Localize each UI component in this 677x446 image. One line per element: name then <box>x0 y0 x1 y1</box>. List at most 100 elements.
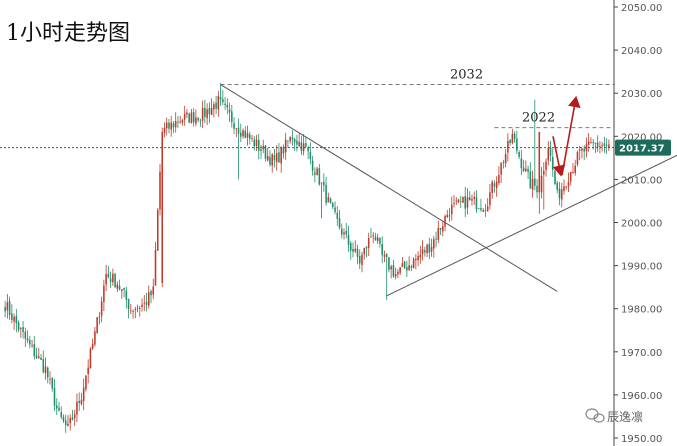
candle-body <box>549 147 552 156</box>
candle-body <box>558 188 561 199</box>
candle-body <box>257 139 260 151</box>
candle-body <box>222 99 224 103</box>
candle-body <box>13 316 15 322</box>
candle-body <box>325 184 327 204</box>
candle-body <box>46 367 49 378</box>
candle-body <box>421 249 424 254</box>
candle-body <box>300 142 303 152</box>
candle-body <box>82 387 85 401</box>
candle-body <box>42 359 45 372</box>
candle-body <box>91 343 94 349</box>
candle-body <box>601 144 603 146</box>
candle-body <box>201 107 204 121</box>
candle-body <box>228 109 231 113</box>
candle-body <box>103 285 105 302</box>
candle-body <box>253 139 256 147</box>
candle-body <box>338 218 341 228</box>
current-price-tag: 2017.37 <box>615 139 671 156</box>
candle-body <box>213 104 215 110</box>
current-price-tag-text: 2017.37 <box>619 144 665 155</box>
candle-body <box>282 147 285 154</box>
candle-body <box>163 127 166 133</box>
candle-body <box>599 146 601 148</box>
candle-body <box>341 228 343 235</box>
candle-body <box>100 301 103 316</box>
candle-body <box>493 183 496 187</box>
candle-body <box>51 378 54 389</box>
candle-body <box>437 228 440 240</box>
candle-body <box>26 338 29 341</box>
candle-body <box>444 215 446 227</box>
candle-body <box>273 154 276 161</box>
candle-body <box>204 107 206 117</box>
candle-body <box>480 208 482 210</box>
candle-body <box>379 237 381 244</box>
candle-body <box>85 375 87 390</box>
candle-body <box>590 142 592 144</box>
candle-body <box>471 198 473 201</box>
y-tick-label: 1960.00 <box>621 391 662 402</box>
candle-body <box>64 420 67 426</box>
candle-body <box>264 145 267 159</box>
trendlines <box>220 84 677 297</box>
candle-body <box>130 310 132 311</box>
candle-body <box>219 97 222 100</box>
candle-body <box>376 237 379 241</box>
candle-body <box>269 156 271 165</box>
candle-body <box>11 313 13 321</box>
candle-body <box>415 258 417 261</box>
candle-body <box>181 120 184 123</box>
candle-body <box>412 259 415 269</box>
candle-body <box>53 387 56 406</box>
candle-body <box>33 343 36 357</box>
candle-body <box>336 212 339 219</box>
candle-body <box>240 132 242 137</box>
candle-body <box>96 317 98 333</box>
chart-title: 1小时走势图 <box>6 21 130 46</box>
candle-body <box>428 243 431 253</box>
candle-body <box>161 131 164 283</box>
candle-body <box>569 171 572 182</box>
candle-body <box>183 114 186 120</box>
candle-body <box>217 96 220 110</box>
candle-body <box>150 291 152 296</box>
candle-body <box>406 267 408 271</box>
candle-body <box>107 273 110 278</box>
candle-body <box>403 261 406 269</box>
wechat-icon <box>585 408 605 423</box>
candle-body <box>318 168 321 185</box>
candle-body <box>352 249 354 252</box>
candle-body <box>309 151 312 160</box>
candle-body <box>139 308 141 309</box>
candle-body <box>4 306 6 312</box>
candle-body <box>442 226 444 232</box>
candle-body <box>320 182 323 184</box>
y-tick-label: 2020.00 <box>621 132 662 143</box>
level-label: 2032 <box>450 68 483 83</box>
candle-body <box>215 102 217 109</box>
candle-body <box>430 246 433 252</box>
candle-body <box>244 130 247 138</box>
candle-body <box>455 200 458 202</box>
candle-body <box>231 111 233 123</box>
candle-body <box>358 256 361 264</box>
current-price-tag-bg <box>615 139 671 156</box>
candle-body <box>511 133 514 144</box>
candle-body <box>323 181 325 186</box>
candle-body <box>464 196 467 209</box>
y-tick-label: 2000.00 <box>621 219 662 230</box>
candle-body <box>248 134 251 139</box>
arrow-up <box>561 95 581 176</box>
candle-body <box>466 197 469 208</box>
candle-body <box>293 139 296 143</box>
candle-body <box>374 236 377 241</box>
candle-body <box>538 131 541 193</box>
candle-body <box>334 207 336 212</box>
candle-body <box>80 399 83 405</box>
candle-body <box>271 154 273 166</box>
candle-body <box>20 328 22 329</box>
candle-body <box>343 232 345 235</box>
candle-body <box>302 143 305 152</box>
candle-body <box>361 254 363 266</box>
